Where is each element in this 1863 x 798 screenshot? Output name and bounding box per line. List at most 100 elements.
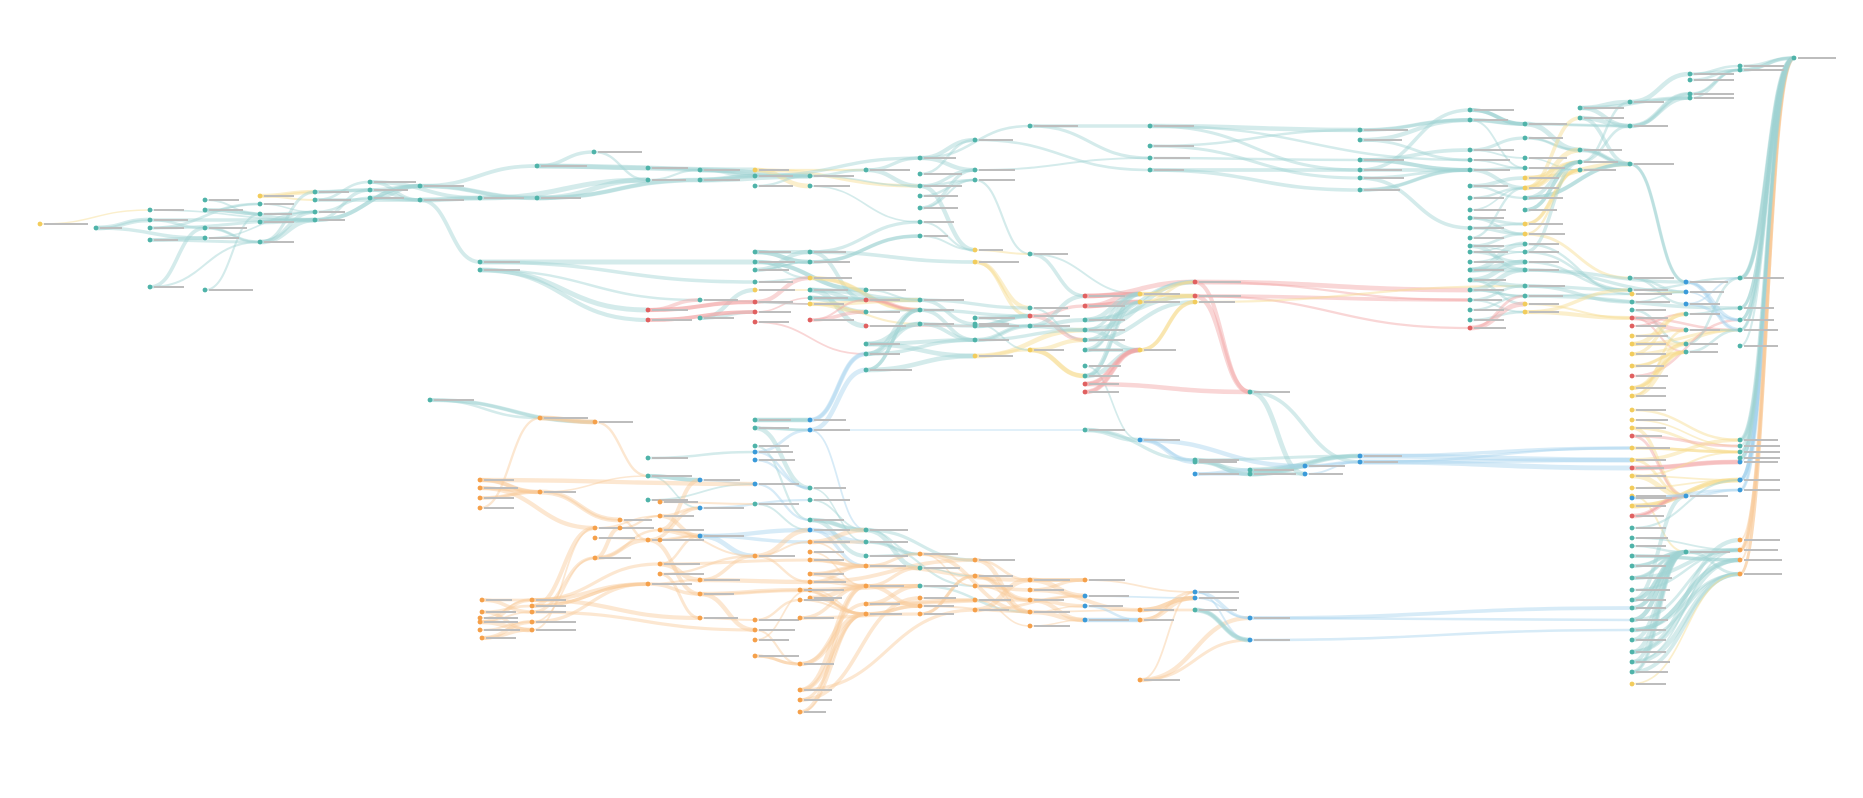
node-dot[interactable]: [1522, 195, 1528, 201]
node-dot[interactable]: [807, 557, 813, 563]
graph-node[interactable]: [529, 619, 576, 625]
graph-node[interactable]: [1137, 437, 1180, 443]
graph-node[interactable]: [807, 287, 848, 293]
node-dot[interactable]: [1629, 575, 1635, 581]
graph-node[interactable]: [1137, 291, 1180, 297]
node-dot[interactable]: [645, 317, 651, 323]
node-dot[interactable]: [697, 577, 703, 583]
graph-node[interactable]: [477, 259, 520, 265]
graph-node[interactable]: [752, 267, 789, 273]
graph-node[interactable]: [1629, 307, 1666, 313]
graph-node[interactable]: [1027, 347, 1064, 353]
graph-node[interactable]: [807, 417, 846, 423]
node-dot[interactable]: [1467, 157, 1473, 163]
graph-node[interactable]: [863, 351, 900, 357]
node-dot[interactable]: [1683, 549, 1689, 555]
graph-node[interactable]: [1467, 297, 1502, 303]
graph-node[interactable]: [1627, 287, 1668, 293]
node-dot[interactable]: [1687, 95, 1693, 101]
node-dot[interactable]: [1192, 293, 1198, 299]
graph-node[interactable]: [1467, 249, 1508, 255]
graph-node[interactable]: [367, 179, 416, 185]
graph-node[interactable]: [1247, 471, 1296, 477]
node-dot[interactable]: [1357, 137, 1363, 143]
node-dot[interactable]: [537, 489, 543, 495]
node-dot[interactable]: [1629, 315, 1635, 321]
graph-node[interactable]: [1629, 659, 1670, 665]
graph-node[interactable]: [807, 517, 844, 523]
graph-node[interactable]: [863, 323, 906, 329]
graph-node[interactable]: [1683, 279, 1728, 285]
graph-node[interactable]: [752, 173, 793, 179]
graph-node[interactable]: [1629, 649, 1666, 655]
node-dot[interactable]: [1357, 453, 1363, 459]
graph-node[interactable]: [917, 297, 964, 303]
node-dot[interactable]: [863, 287, 869, 293]
node-dot[interactable]: [645, 177, 651, 183]
node-dot[interactable]: [1629, 637, 1635, 643]
node-dot[interactable]: [529, 627, 535, 633]
node-dot[interactable]: [1522, 185, 1528, 191]
graph-node[interactable]: [1629, 291, 1672, 297]
graph-node[interactable]: [1522, 207, 1557, 213]
graph-node[interactable]: [1737, 477, 1780, 483]
node-dot[interactable]: [1467, 325, 1473, 331]
graph-node[interactable]: [807, 259, 850, 265]
graph-node[interactable]: [202, 197, 239, 203]
node-dot[interactable]: [697, 297, 703, 303]
graph-node[interactable]: [797, 615, 834, 621]
node-dot[interactable]: [312, 189, 318, 195]
graph-node[interactable]: [1082, 347, 1123, 353]
node-dot[interactable]: [1737, 443, 1743, 449]
graph-node[interactable]: [917, 193, 958, 199]
graph-node[interactable]: [1082, 327, 1125, 333]
graph-node[interactable]: [1027, 323, 1070, 329]
graph-node[interactable]: [1137, 299, 1180, 305]
node-dot[interactable]: [863, 341, 869, 347]
node-dot[interactable]: [1522, 241, 1528, 247]
graph-node[interactable]: [863, 367, 912, 373]
node-dot[interactable]: [1082, 381, 1088, 387]
graph-node[interactable]: [697, 615, 738, 621]
graph-node[interactable]: [257, 219, 294, 225]
node-dot[interactable]: [1629, 433, 1635, 439]
graph-node[interactable]: [1137, 347, 1176, 353]
node-dot[interactable]: [479, 609, 485, 615]
graph-node[interactable]: [1357, 127, 1408, 133]
graph-node[interactable]: [645, 581, 692, 587]
node-dot[interactable]: [1467, 117, 1473, 123]
graph-node[interactable]: [312, 197, 351, 203]
node-dot[interactable]: [972, 177, 978, 183]
graph-node[interactable]: [1027, 623, 1070, 629]
graph-node[interactable]: [697, 477, 740, 483]
graph-node[interactable]: [1137, 677, 1180, 683]
node-dot[interactable]: [1467, 167, 1473, 173]
node-dot[interactable]: [807, 579, 813, 585]
graph-node[interactable]: [863, 583, 904, 589]
graph-node[interactable]: [1629, 351, 1666, 357]
node-dot[interactable]: [1629, 669, 1635, 675]
node-dot[interactable]: [972, 167, 978, 173]
graph-node[interactable]: [657, 571, 704, 577]
graph-node[interactable]: [617, 517, 652, 523]
node-dot[interactable]: [1027, 305, 1033, 311]
node-dot[interactable]: [257, 239, 263, 245]
graph-node[interactable]: [972, 315, 1015, 321]
graph-node[interactable]: [1192, 279, 1241, 285]
node-dot[interactable]: [917, 307, 923, 313]
node-dot[interactable]: [1027, 251, 1033, 257]
graph-node[interactable]: [1247, 389, 1290, 395]
node-dot[interactable]: [752, 457, 758, 463]
graph-node[interactable]: [807, 183, 850, 189]
node-dot[interactable]: [1522, 259, 1528, 265]
node-dot[interactable]: [1082, 373, 1088, 379]
node-dot[interactable]: [752, 425, 758, 431]
node-dot[interactable]: [807, 295, 813, 301]
node-dot[interactable]: [863, 367, 869, 373]
node-dot[interactable]: [645, 473, 651, 479]
graph-node[interactable]: [1629, 385, 1666, 391]
node-dot[interactable]: [1192, 279, 1198, 285]
node-dot[interactable]: [1467, 287, 1473, 293]
graph-node[interactable]: [1467, 317, 1504, 323]
graph-node[interactable]: [645, 177, 686, 183]
